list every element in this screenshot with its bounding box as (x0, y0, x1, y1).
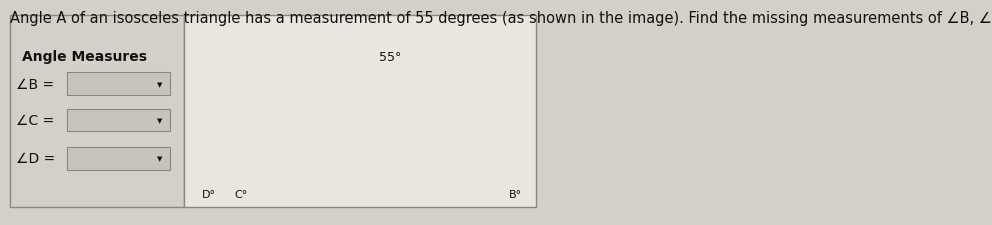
Text: C°: C° (234, 189, 248, 199)
Text: ▼: ▼ (157, 81, 163, 87)
Text: ∠B =: ∠B = (16, 77, 54, 91)
Text: 55°: 55° (379, 51, 402, 64)
Text: D°: D° (202, 189, 216, 199)
Text: ∠C =: ∠C = (16, 113, 55, 127)
Text: Angle A of an isosceles triangle has a measurement of 55 degrees (as shown in th: Angle A of an isosceles triangle has a m… (10, 11, 992, 26)
Text: ∠D =: ∠D = (16, 152, 56, 166)
Text: ▼: ▼ (157, 117, 163, 123)
Text: B°: B° (509, 189, 523, 199)
Text: ▼: ▼ (157, 156, 163, 162)
Text: Angle Measures: Angle Measures (22, 50, 147, 63)
